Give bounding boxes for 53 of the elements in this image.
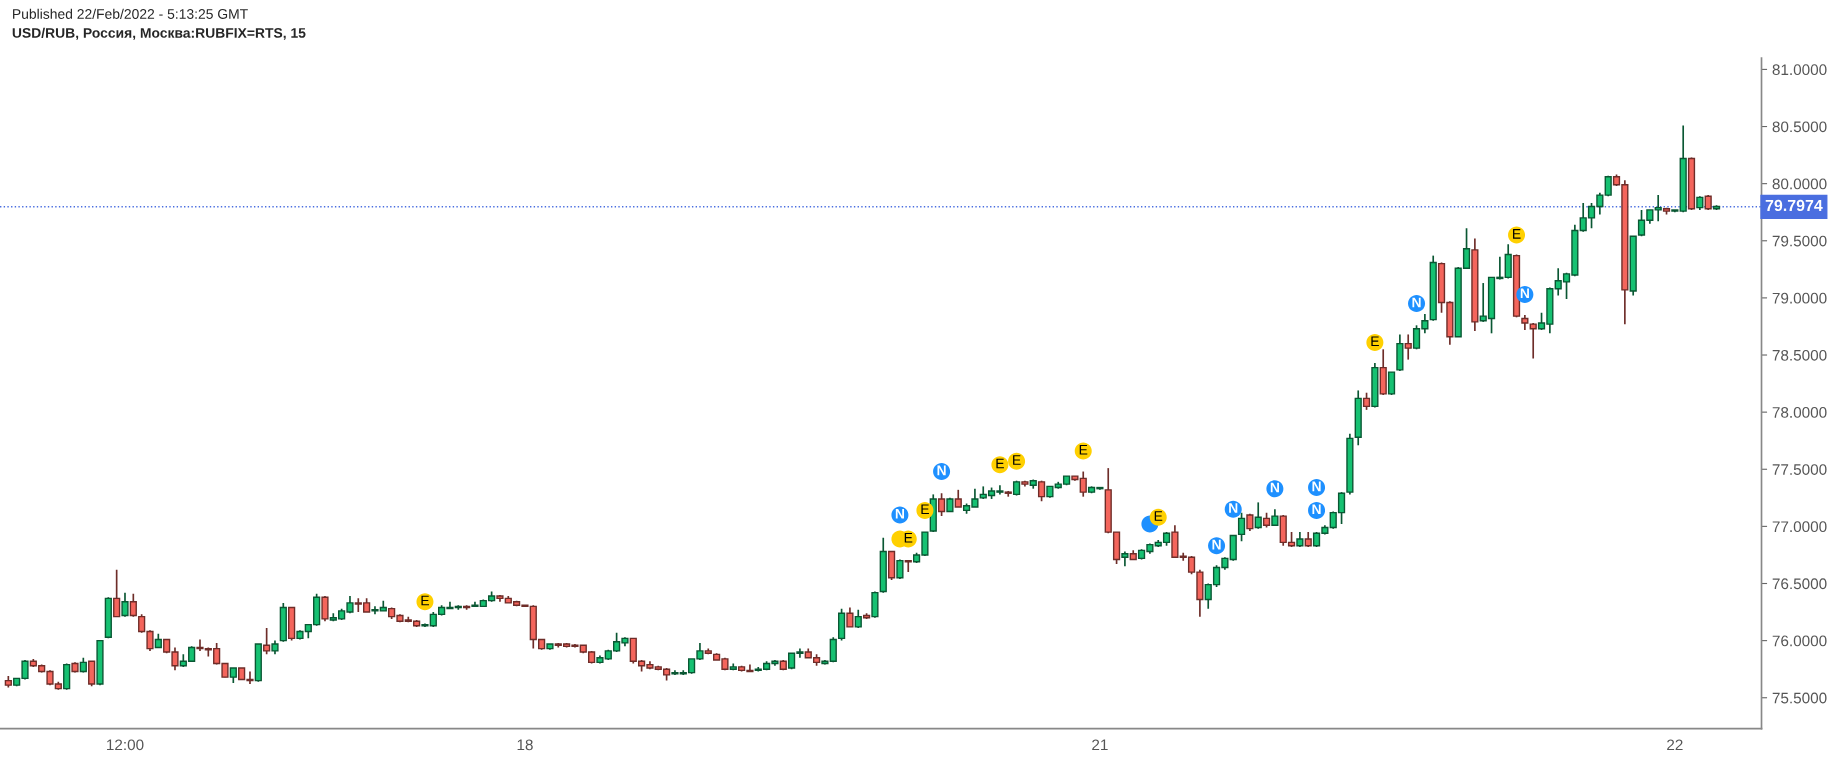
data-label: N — [937, 465, 946, 476]
data-label: E — [996, 458, 1004, 469]
data-label: E — [1371, 336, 1379, 347]
data-label: N — [1312, 504, 1321, 514]
candlestick — [1529, 322, 1537, 360]
candlestick — [1654, 194, 1662, 223]
data-label: E — [421, 595, 429, 606]
data-label: N — [1520, 288, 1529, 299]
x-tick-label: 21 — [1092, 739, 1108, 751]
y-tick-label: 79.5000 — [1772, 235, 1827, 247]
candlestick — [871, 590, 879, 619]
candlestick — [1504, 243, 1512, 280]
data-label: E — [1079, 445, 1088, 455]
candlestick — [1237, 511, 1246, 543]
y-tick-label: 80.0000 — [1772, 178, 1827, 190]
y-tick-label: 77.5000 — [1772, 464, 1827, 475]
y-tick-label: 81.0000 — [1772, 64, 1827, 76]
data-label: N — [1412, 297, 1421, 308]
candlestick — [1254, 501, 1262, 530]
candlestick — [321, 595, 329, 623]
x-tick-label: 22 — [1667, 739, 1683, 751]
data-label: E — [921, 504, 929, 514]
data-label: E — [1013, 455, 1021, 465]
data-label: N — [895, 508, 904, 519]
data-label: N — [1229, 503, 1238, 513]
y-tick-label: 75.5000 — [1772, 692, 1827, 704]
y-tick-label: 76.0000 — [1772, 635, 1827, 647]
candlestick — [263, 627, 271, 656]
x-tick-label: 12:00 — [107, 739, 144, 751]
data-label: N — [1212, 539, 1221, 550]
data-label: N — [1312, 481, 1321, 492]
data-label: E — [1154, 511, 1163, 521]
candlestick — [113, 568, 121, 618]
data-label: N — [1270, 482, 1279, 493]
ref-line-label: 79.7974 — [1765, 199, 1823, 212]
candlestick — [937, 492, 946, 517]
y-tick-label: 76.5000 — [1772, 578, 1827, 590]
data-label: E — [1513, 229, 1521, 239]
candlestick — [63, 662, 71, 691]
y-tick-label: 80.5000 — [1772, 121, 1827, 133]
y-tick-label: 79.0000 — [1772, 292, 1827, 304]
y-tick-label: 77.0000 — [1772, 521, 1827, 533]
y-tick-label: 78.5000 — [1772, 349, 1827, 361]
candlestick — [88, 660, 96, 688]
y-tick-label: 78.0000 — [1772, 407, 1827, 418]
candlestick — [121, 591, 129, 618]
chart-title: USD/RUB, Россия, Москва:RUBFIX=RTS, 15 — [12, 27, 306, 40]
data-label: E — [904, 532, 913, 543]
candlestick — [129, 592, 137, 618]
text: Published 22/Feb/2022 - 5:13:25 GMT — [13, 8, 248, 19]
candlestick — [846, 606, 854, 628]
x-tick-label: 18 — [517, 739, 533, 751]
candlestick — [1404, 333, 1412, 361]
